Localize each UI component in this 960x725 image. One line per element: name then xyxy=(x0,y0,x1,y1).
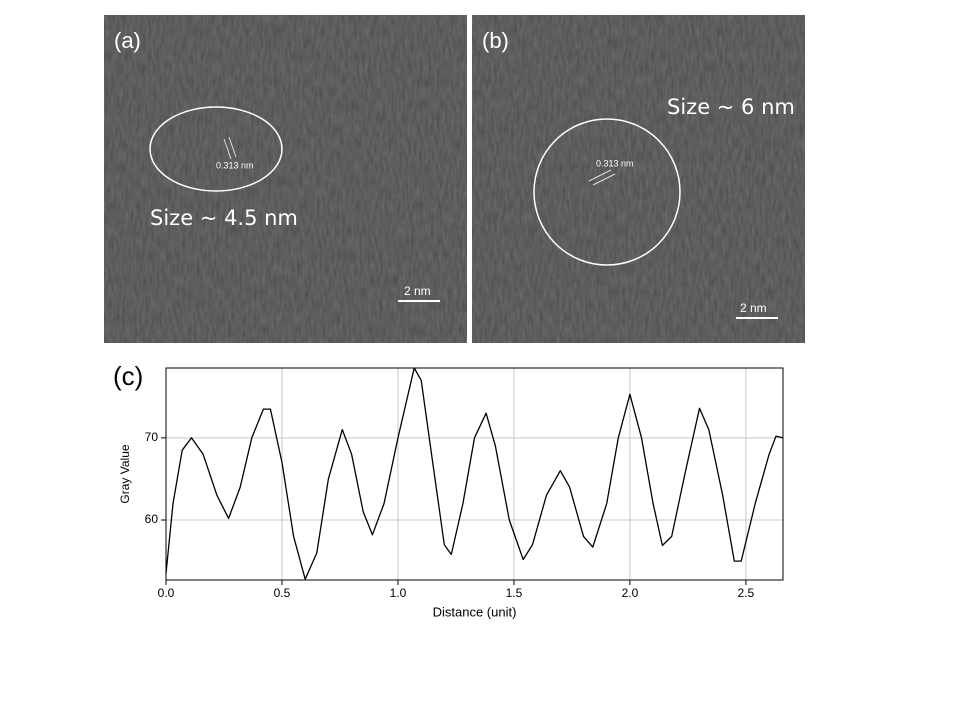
y-tick-label: 60 xyxy=(145,512,159,526)
spacing-label: 0.313 nm xyxy=(216,160,254,170)
y-tick-label: 70 xyxy=(145,430,159,444)
scale-label: 2 nm xyxy=(740,301,767,315)
x-tick-label: 2.0 xyxy=(622,586,639,600)
y-axis-label: Gray Value xyxy=(118,444,132,503)
fringe-marker xyxy=(588,169,612,182)
x-tick-label: 0.0 xyxy=(158,586,175,600)
plot-frame xyxy=(165,367,784,581)
scale-label: 2 nm xyxy=(404,284,431,298)
spacing-label: 0.313 nm xyxy=(596,158,634,168)
fringe-marker xyxy=(592,173,616,186)
panel-label: (a) xyxy=(114,28,141,53)
fringe-marker xyxy=(223,138,232,160)
size-label: Size ~ 6 nm xyxy=(667,95,795,119)
x-tick-label: 2.5 xyxy=(738,586,755,600)
panel-label: (c) xyxy=(113,361,143,391)
x-axis-label: Distance (unit) xyxy=(433,604,517,619)
fringe-marker xyxy=(228,136,237,158)
plot-area xyxy=(166,368,783,580)
x-tick-label: 1.5 xyxy=(506,586,523,600)
panel-a: (a) 0.313 nm Size ~ 4.5 nm 2 nm xyxy=(104,15,467,343)
panel-label: (b) xyxy=(482,28,509,53)
x-tick-label: 0.5 xyxy=(274,586,291,600)
size-label: Size ~ 4.5 nm xyxy=(150,206,298,230)
x-tick-label: 1.0 xyxy=(390,586,407,600)
particle-outline xyxy=(149,106,283,192)
tem-image xyxy=(104,15,467,343)
data-line xyxy=(165,367,784,580)
particle-outline xyxy=(533,118,681,266)
panel-b: (b) 0.313 nm Size ~ 6 nm 2 nm xyxy=(472,15,805,343)
tem-image xyxy=(472,15,805,343)
